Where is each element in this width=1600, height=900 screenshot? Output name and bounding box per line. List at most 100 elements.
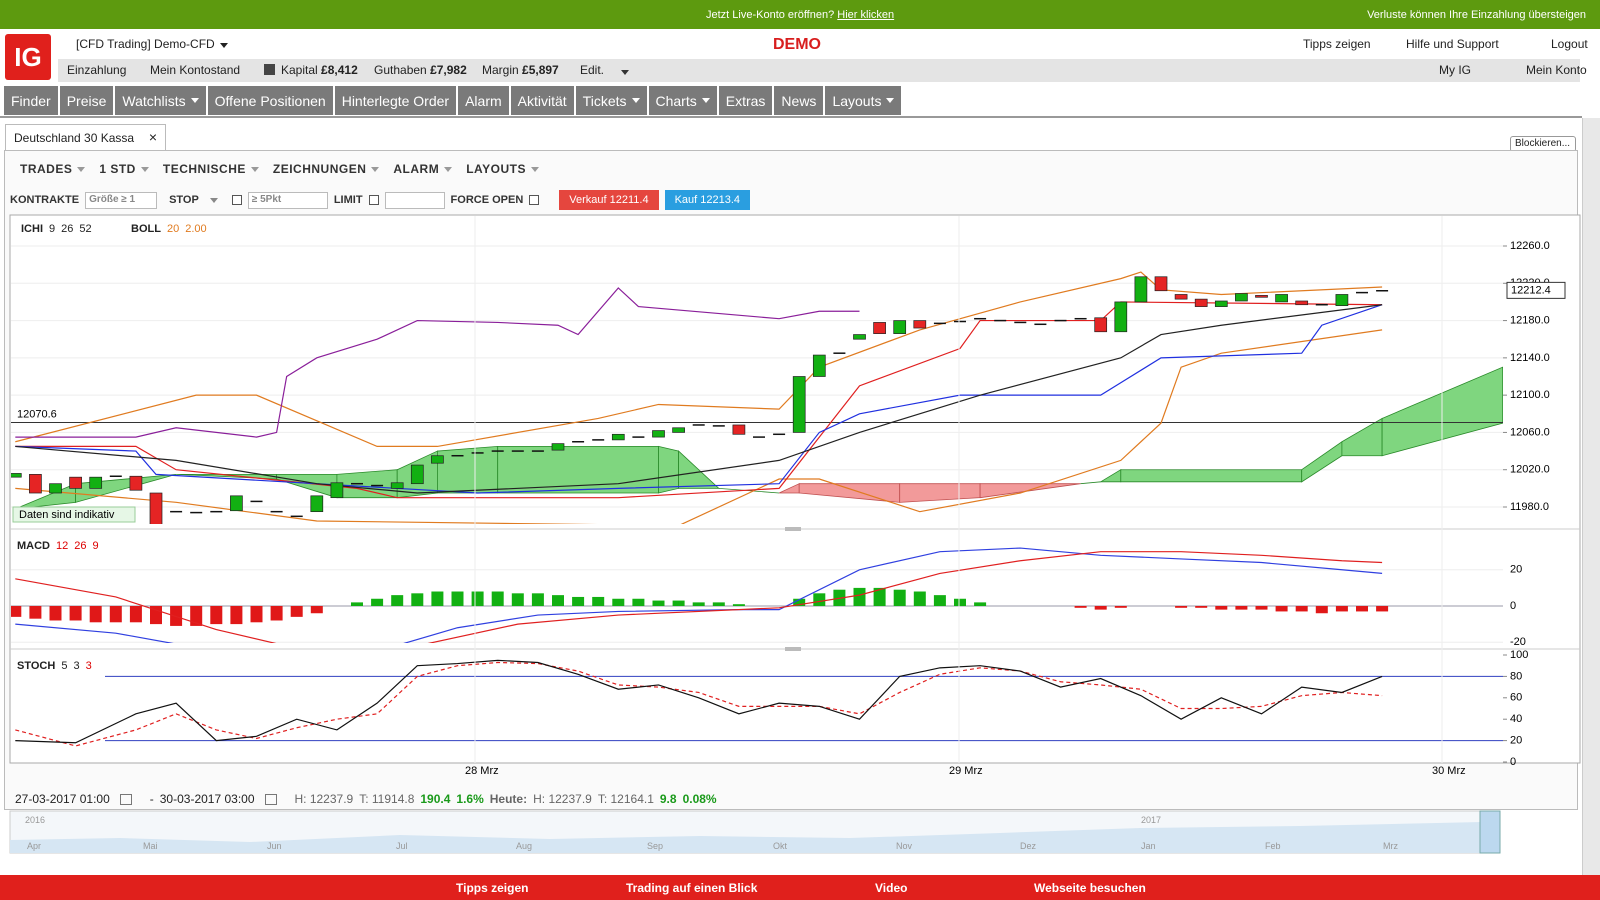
- macd-bar: [250, 606, 263, 623]
- navigator-label: Mrz: [1383, 841, 1398, 851]
- tips-link[interactable]: Tipps zeigen: [1303, 37, 1371, 51]
- tab-close[interactable]: ×: [148, 129, 157, 145]
- scrollbar[interactable]: [1582, 118, 1600, 875]
- macd-bar: [552, 595, 564, 606]
- demo-label: DEMO: [773, 36, 821, 53]
- macd-bar: [813, 593, 826, 606]
- nav-button[interactable]: Layouts: [825, 86, 902, 115]
- indicator-line: [15, 287, 860, 438]
- dropdown-arrow: [444, 166, 453, 172]
- edit[interactable]: Edit.: [580, 63, 604, 77]
- limit-input[interactable]: [384, 191, 445, 209]
- bottom-link[interactable]: Video: [875, 881, 908, 895]
- nav-button[interactable]: Aktivität: [510, 86, 574, 115]
- macd-bar: [431, 591, 444, 606]
- calendar-icon[interactable]: [119, 793, 132, 805]
- nav-label: Watchlists: [122, 92, 186, 109]
- logo[interactable]: IG: [5, 34, 51, 80]
- range-change-pct: 1.6%: [456, 792, 484, 806]
- macd-bar: [1215, 606, 1228, 610]
- nav-label: News: [781, 92, 817, 109]
- account-select[interactable]: [CFD Trading] Demo-CFD: [76, 37, 228, 51]
- banner-text: Jetzt Live-Konto eröffnen? Hier klicken: [706, 9, 894, 21]
- navigator-label: Sep: [647, 841, 664, 851]
- force-open-check[interactable]: [529, 195, 540, 205]
- nav-button[interactable]: Tickets: [575, 86, 647, 115]
- toolbar-label: ZEICHNUNGEN: [272, 162, 367, 176]
- toolbar-menu[interactable]: 1 STD: [99, 162, 149, 176]
- nav-button[interactable]: Extras: [718, 86, 773, 115]
- banner-question: Jetzt Live-Konto eröffnen?: [706, 9, 835, 21]
- ichimoku-cloud: [658, 445, 679, 494]
- calendar-icon[interactable]: [264, 793, 277, 805]
- nav-button[interactable]: Finder: [4, 86, 58, 115]
- buy-button[interactable]: Kauf 12213.4: [664, 190, 751, 210]
- navigator-window[interactable]: [1479, 810, 1501, 854]
- stop-input[interactable]: ≥ 5Pkt: [247, 191, 328, 209]
- nav-button[interactable]: Hinterlegte Order: [334, 86, 457, 115]
- macd-bar: [109, 606, 122, 623]
- macd-bar: [1074, 606, 1087, 608]
- my-ig[interactable]: My IG: [1439, 63, 1471, 77]
- bottom-link[interactable]: Tipps zeigen: [456, 881, 529, 895]
- candle: [1194, 298, 1208, 307]
- nav-button[interactable]: Offene Positionen: [207, 86, 333, 115]
- nav-label: Aktivität: [517, 92, 567, 109]
- nav-button[interactable]: Preise: [59, 86, 114, 115]
- limit-check[interactable]: [368, 195, 379, 205]
- account-bar: Einzahlung Mein Kontostand Kapital £8,41…: [58, 59, 1587, 82]
- candle: [1154, 276, 1168, 292]
- toolbar-menu[interactable]: ZEICHNUNGEN: [273, 162, 380, 176]
- nav-button[interactable]: Watchlists: [115, 86, 206, 115]
- candle: [310, 495, 324, 513]
- navigator-label: Nov: [896, 841, 913, 851]
- candle: [89, 476, 103, 489]
- logout-link[interactable]: Logout: [1551, 37, 1588, 51]
- wallet-icon: [264, 64, 275, 75]
- nav-button[interactable]: Alarm: [458, 86, 509, 115]
- dropdown-arrow: [77, 166, 86, 172]
- my-account[interactable]: Mein Konto: [1526, 63, 1587, 77]
- range-change: 190.4: [420, 792, 451, 806]
- nav-rule: [0, 116, 1582, 118]
- stop-check[interactable]: [231, 195, 242, 205]
- bottom-link[interactable]: Webseite besuchen: [1034, 881, 1146, 895]
- resize-handle[interactable]: [785, 527, 801, 531]
- sell-button[interactable]: Verkauf 12211.4: [559, 190, 659, 210]
- macd-bar: [89, 606, 102, 623]
- candle: [853, 334, 866, 340]
- toolbar-menu[interactable]: TRADES: [20, 162, 86, 176]
- toolbar-menu[interactable]: TECHNISCHE: [163, 162, 259, 176]
- indicator-legend: 9: [93, 540, 99, 552]
- toolbar-menu[interactable]: LAYOUTS: [466, 162, 539, 176]
- macd-bar: [29, 606, 42, 619]
- macd-bar: [893, 589, 906, 606]
- macd-bar: [974, 602, 987, 606]
- balance-button[interactable]: Mein Kontostand: [150, 63, 241, 77]
- macd-bar: [592, 596, 605, 606]
- nav-button[interactable]: Charts: [648, 86, 717, 115]
- deposit-button[interactable]: Einzahlung: [67, 63, 127, 77]
- candle: [551, 443, 565, 451]
- macd-bar: [954, 598, 966, 606]
- nav-button[interactable]: News: [774, 86, 824, 115]
- toolbar-label: TRADES: [20, 162, 73, 176]
- chart-tab[interactable]: Deutschland 30 Kassa ×: [5, 124, 166, 150]
- candle: [330, 482, 344, 499]
- help-link[interactable]: Hilfe und Support: [1406, 37, 1499, 51]
- resize-handle[interactable]: [785, 647, 801, 651]
- main-nav: Finder Preise Watchlists Offene Positionen H…: [4, 86, 1600, 115]
- macd-bar: [1275, 606, 1288, 612]
- candle: [812, 354, 826, 377]
- toolbar-menu[interactable]: ALARM: [393, 162, 453, 176]
- bottom-link[interactable]: Trading auf einen Blick: [626, 881, 758, 895]
- stoch-plot: [15, 659, 1503, 747]
- candle: [1235, 293, 1248, 302]
- size-input[interactable]: Größe ≥ 1: [85, 191, 158, 209]
- banner-link[interactable]: Hier klicken: [837, 9, 895, 21]
- risk-warning: Verluste können Ihre Einzahlung überstei…: [1367, 9, 1586, 21]
- candle: [1114, 301, 1128, 333]
- edit-dropdown[interactable]: [616, 64, 629, 78]
- range-to: 30-03-2017 03:00: [159, 792, 255, 806]
- macd-bar: [471, 591, 484, 606]
